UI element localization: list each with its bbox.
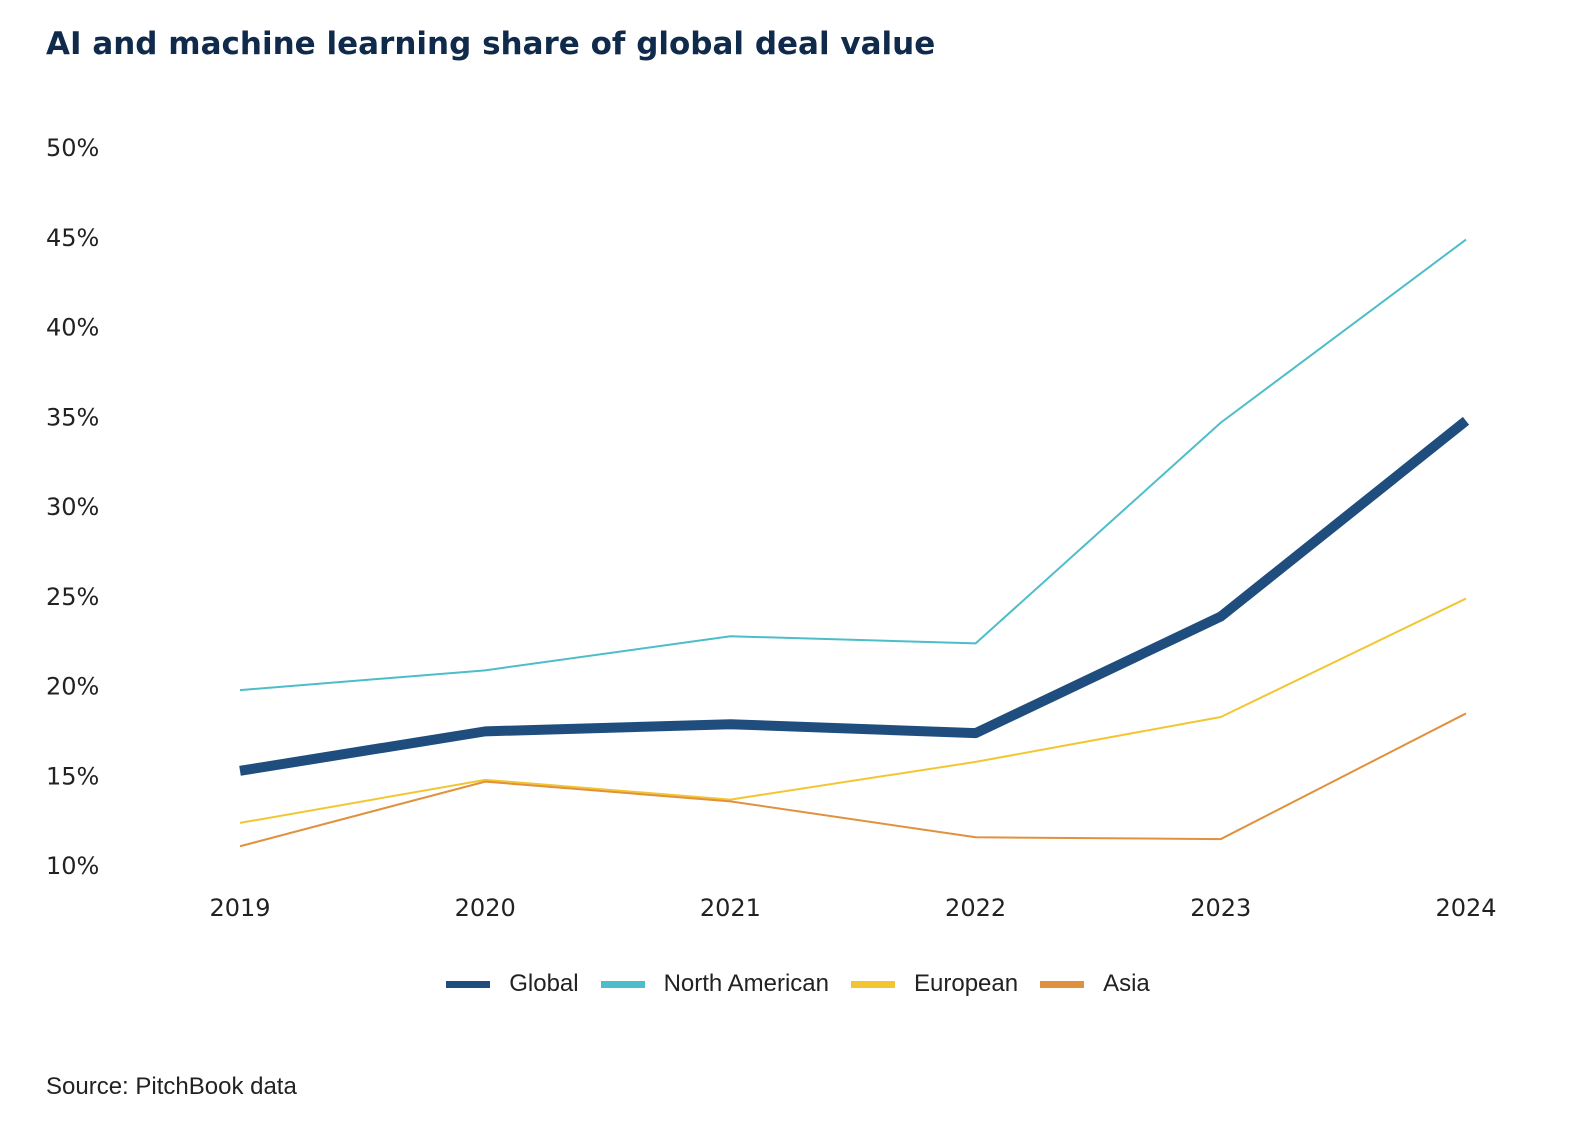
series-line-asia [239,712,1467,848]
legend-label: North American [663,970,829,997]
x-axis-labels: 2019 2020 2021 2022 2023 2024 [209,894,1496,922]
series-lines [239,238,1470,848]
y-tick-label: 25% [46,583,99,611]
chart-title: AI and machine learning share of global … [46,26,936,62]
legend-swatch [446,980,491,988]
y-tick-label: 20% [46,673,99,701]
legend-label: Asia [1103,970,1150,997]
legend-item-north-american: North American [600,970,829,998]
y-tick-label: 45% [46,224,99,252]
y-tick-label: 40% [46,314,99,342]
legend-swatch [1040,980,1085,988]
x-tick-label: 2020 [455,894,516,922]
source-note: Source: PitchBook data [46,1073,297,1100]
legend-swatch [851,980,895,988]
y-tick-label: 10% [46,852,99,880]
x-tick-label: 2019 [209,894,270,922]
y-axis-labels: 10% 15% 20% 25% 30% 35% 40% 45% 50% [46,134,99,880]
legend-label: European [914,970,1019,997]
series-line-european [239,597,1467,824]
y-tick-label: 50% [46,134,99,162]
series-line-global [239,416,1470,776]
legend-swatch [600,980,645,988]
x-tick-label: 2023 [1190,894,1251,922]
legend-item-european: European [851,970,1018,998]
x-tick-label: 2024 [1435,894,1496,922]
legend-item-global: Global [446,970,579,998]
y-tick-label: 35% [46,403,99,431]
x-tick-label: 2022 [945,894,1006,922]
legend-item-asia: Asia [1040,970,1150,998]
series-line-north-american [239,238,1467,692]
legend-label: Global [509,970,579,997]
legend: Global North American European Asia [0,970,1584,998]
y-tick-label: 15% [46,762,99,790]
y-tick-label: 30% [46,493,99,521]
line-chart: 10% 15% 20% 25% 30% 35% 40% 45% 50% 2019 2020 2021… [46,134,1497,922]
x-tick-label: 2021 [700,894,761,922]
